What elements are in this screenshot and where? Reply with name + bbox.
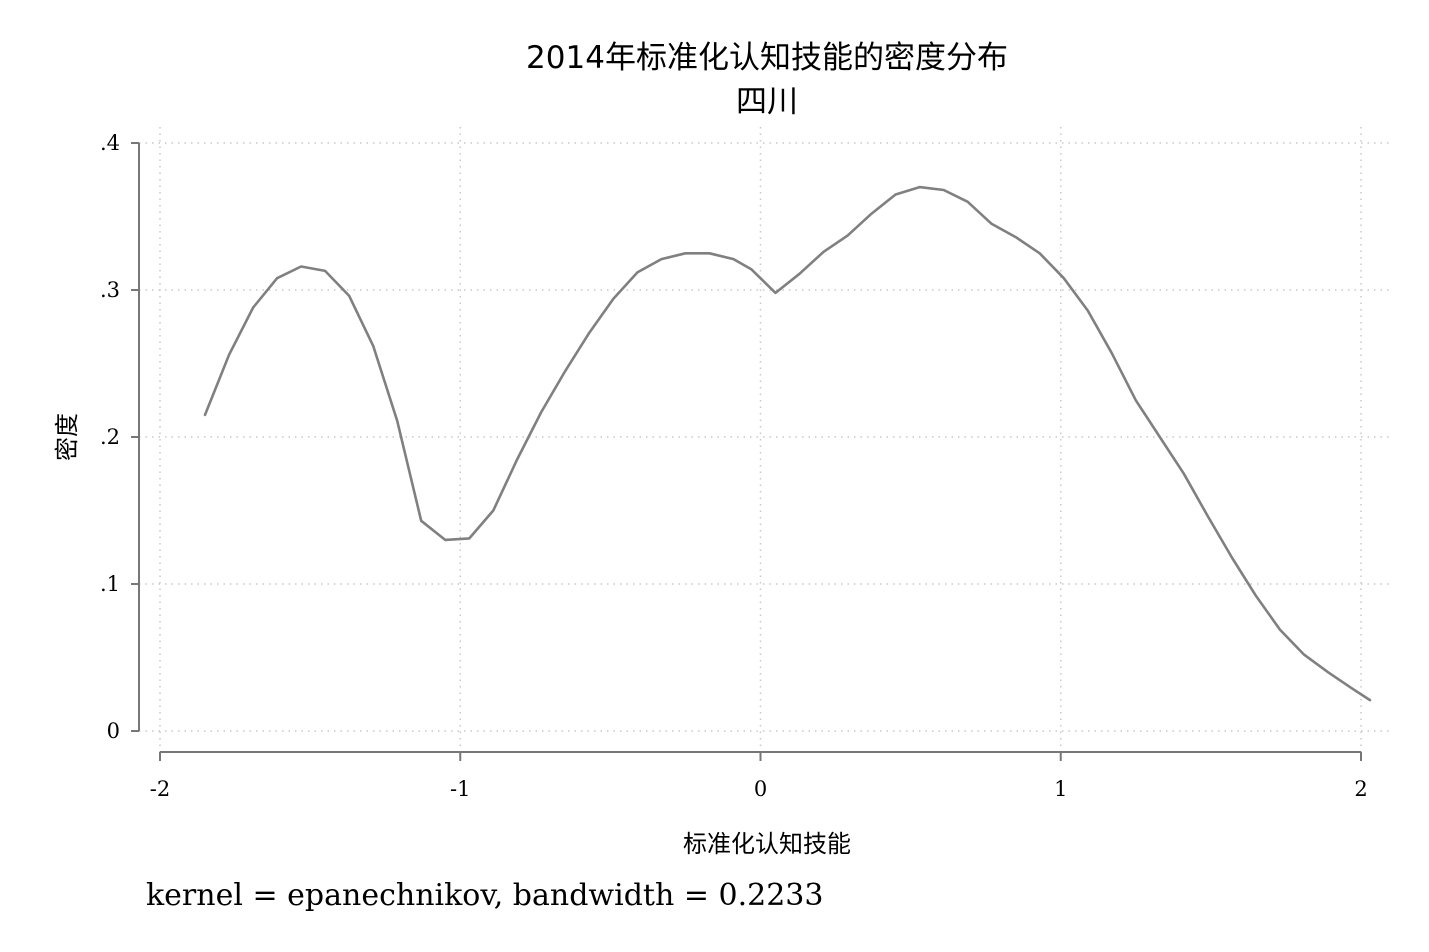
- kernel-note: kernel = epanechnikov, bandwidth = 0.223…: [146, 878, 823, 913]
- x-tick-label: 2: [1354, 777, 1367, 801]
- axes: [131, 142, 1362, 761]
- y-tick-label: .2: [100, 425, 120, 449]
- tick-labels: 0 .1 .2 .3 .4 -2 -1 0 1 2: [100, 131, 1368, 801]
- y-tick-label: 0: [107, 719, 120, 743]
- chart-subtitle: 四川: [736, 84, 798, 120]
- y-tick-label: .1: [100, 572, 120, 596]
- y-tick-label: .3: [100, 278, 120, 302]
- x-axis-title: 标准化认知技能: [683, 830, 851, 858]
- gridlines: [139, 127, 1392, 752]
- x-tick-label: -1: [450, 777, 470, 801]
- y-axis-title: 密度: [53, 413, 81, 461]
- x-tick-label: 0: [754, 777, 767, 801]
- y-tick-label: .4: [100, 131, 120, 155]
- x-tick-label: -2: [150, 777, 170, 801]
- density-curve: [203, 185, 1372, 702]
- x-tick-label: 1: [1054, 777, 1067, 801]
- chart-title: 2014年标准化认知技能的密度分布: [526, 40, 1008, 76]
